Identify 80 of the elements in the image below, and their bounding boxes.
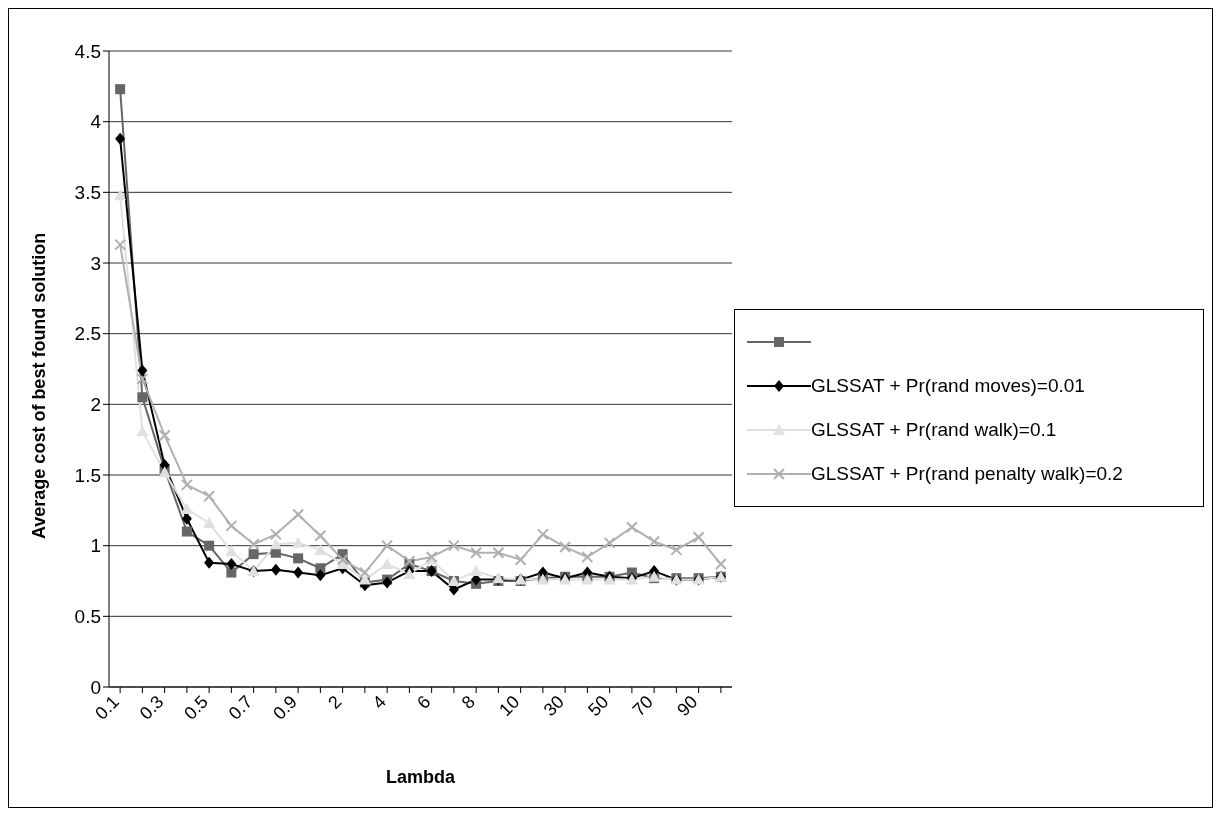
x-tick-label: 4	[368, 691, 390, 713]
point	[204, 540, 215, 551]
point	[226, 567, 237, 578]
point	[136, 372, 149, 385]
point	[293, 566, 304, 579]
point	[315, 569, 326, 582]
point	[559, 541, 572, 554]
point	[203, 517, 216, 529]
point	[336, 553, 349, 566]
point	[180, 502, 193, 514]
x-tick-label: 90	[673, 691, 702, 720]
point	[270, 563, 281, 576]
point	[692, 531, 705, 544]
point	[603, 536, 616, 549]
point	[248, 549, 259, 560]
y-tick-label: 3	[90, 252, 101, 274]
point	[115, 84, 126, 95]
y-tick-label: 0.5	[74, 606, 101, 628]
point	[314, 529, 327, 542]
point	[180, 478, 193, 491]
legend-label: GLSSAT + Pr(rand penalty walk)=0.2	[811, 463, 1123, 485]
point	[292, 536, 305, 548]
point	[382, 576, 393, 589]
point	[470, 565, 483, 577]
point	[381, 558, 394, 570]
legend-label: GLSSAT + Pr(rand moves)=0.01	[811, 375, 1085, 397]
y-tick-label: 2.5	[74, 323, 101, 345]
x-tick-label: 50	[584, 691, 613, 720]
point	[447, 539, 460, 552]
point	[314, 543, 327, 555]
point	[225, 545, 238, 557]
point	[115, 132, 126, 145]
point	[581, 550, 594, 563]
point	[470, 546, 483, 559]
point	[648, 535, 661, 548]
point	[492, 546, 505, 559]
y-tick-label: 1	[90, 535, 101, 557]
x-axis-title: Lambda	[385, 767, 456, 787]
x-tick-label: 6	[413, 691, 435, 713]
y-axis-title: Average cost of best found solution	[29, 232, 50, 539]
x-tick-label: 8	[457, 691, 479, 713]
y-tick-label: 0	[90, 676, 101, 698]
legend-label: GLSSAT + Pr(rand walk)=0.1	[811, 419, 1057, 441]
point	[203, 490, 216, 503]
point	[381, 539, 394, 552]
y-tick-label: 4	[90, 111, 102, 133]
point	[114, 189, 127, 201]
point	[292, 508, 305, 521]
x-tick-label: 0.3	[135, 691, 168, 724]
point	[158, 429, 171, 442]
x-tick-label: 0.7	[224, 691, 257, 724]
point	[358, 573, 371, 585]
point	[293, 553, 304, 564]
point	[225, 519, 238, 532]
y-tick-label: 3.5	[74, 182, 101, 204]
x-tick-label: 30	[539, 691, 568, 720]
point	[536, 528, 549, 541]
point	[247, 538, 260, 551]
point	[269, 528, 282, 541]
point	[403, 555, 416, 568]
point	[714, 558, 727, 571]
point	[269, 538, 282, 550]
x-tick-label: 70	[628, 691, 657, 720]
point	[226, 558, 237, 571]
x-tick-label: 0.5	[180, 691, 212, 724]
point	[137, 392, 148, 403]
x-tick-label: 0.9	[269, 691, 301, 724]
point	[204, 556, 215, 569]
x-tick-label: 10	[495, 691, 524, 720]
point	[514, 553, 527, 566]
point	[114, 238, 127, 251]
y-tick-label: 1.5	[74, 464, 101, 486]
y-tick-label: 4.5	[74, 40, 101, 62]
point	[181, 526, 192, 537]
point	[137, 364, 148, 377]
point	[358, 566, 371, 579]
point	[670, 543, 683, 556]
y-tick-label: 2	[90, 394, 101, 416]
point	[625, 521, 638, 534]
x-tick-label: 2	[324, 691, 346, 713]
